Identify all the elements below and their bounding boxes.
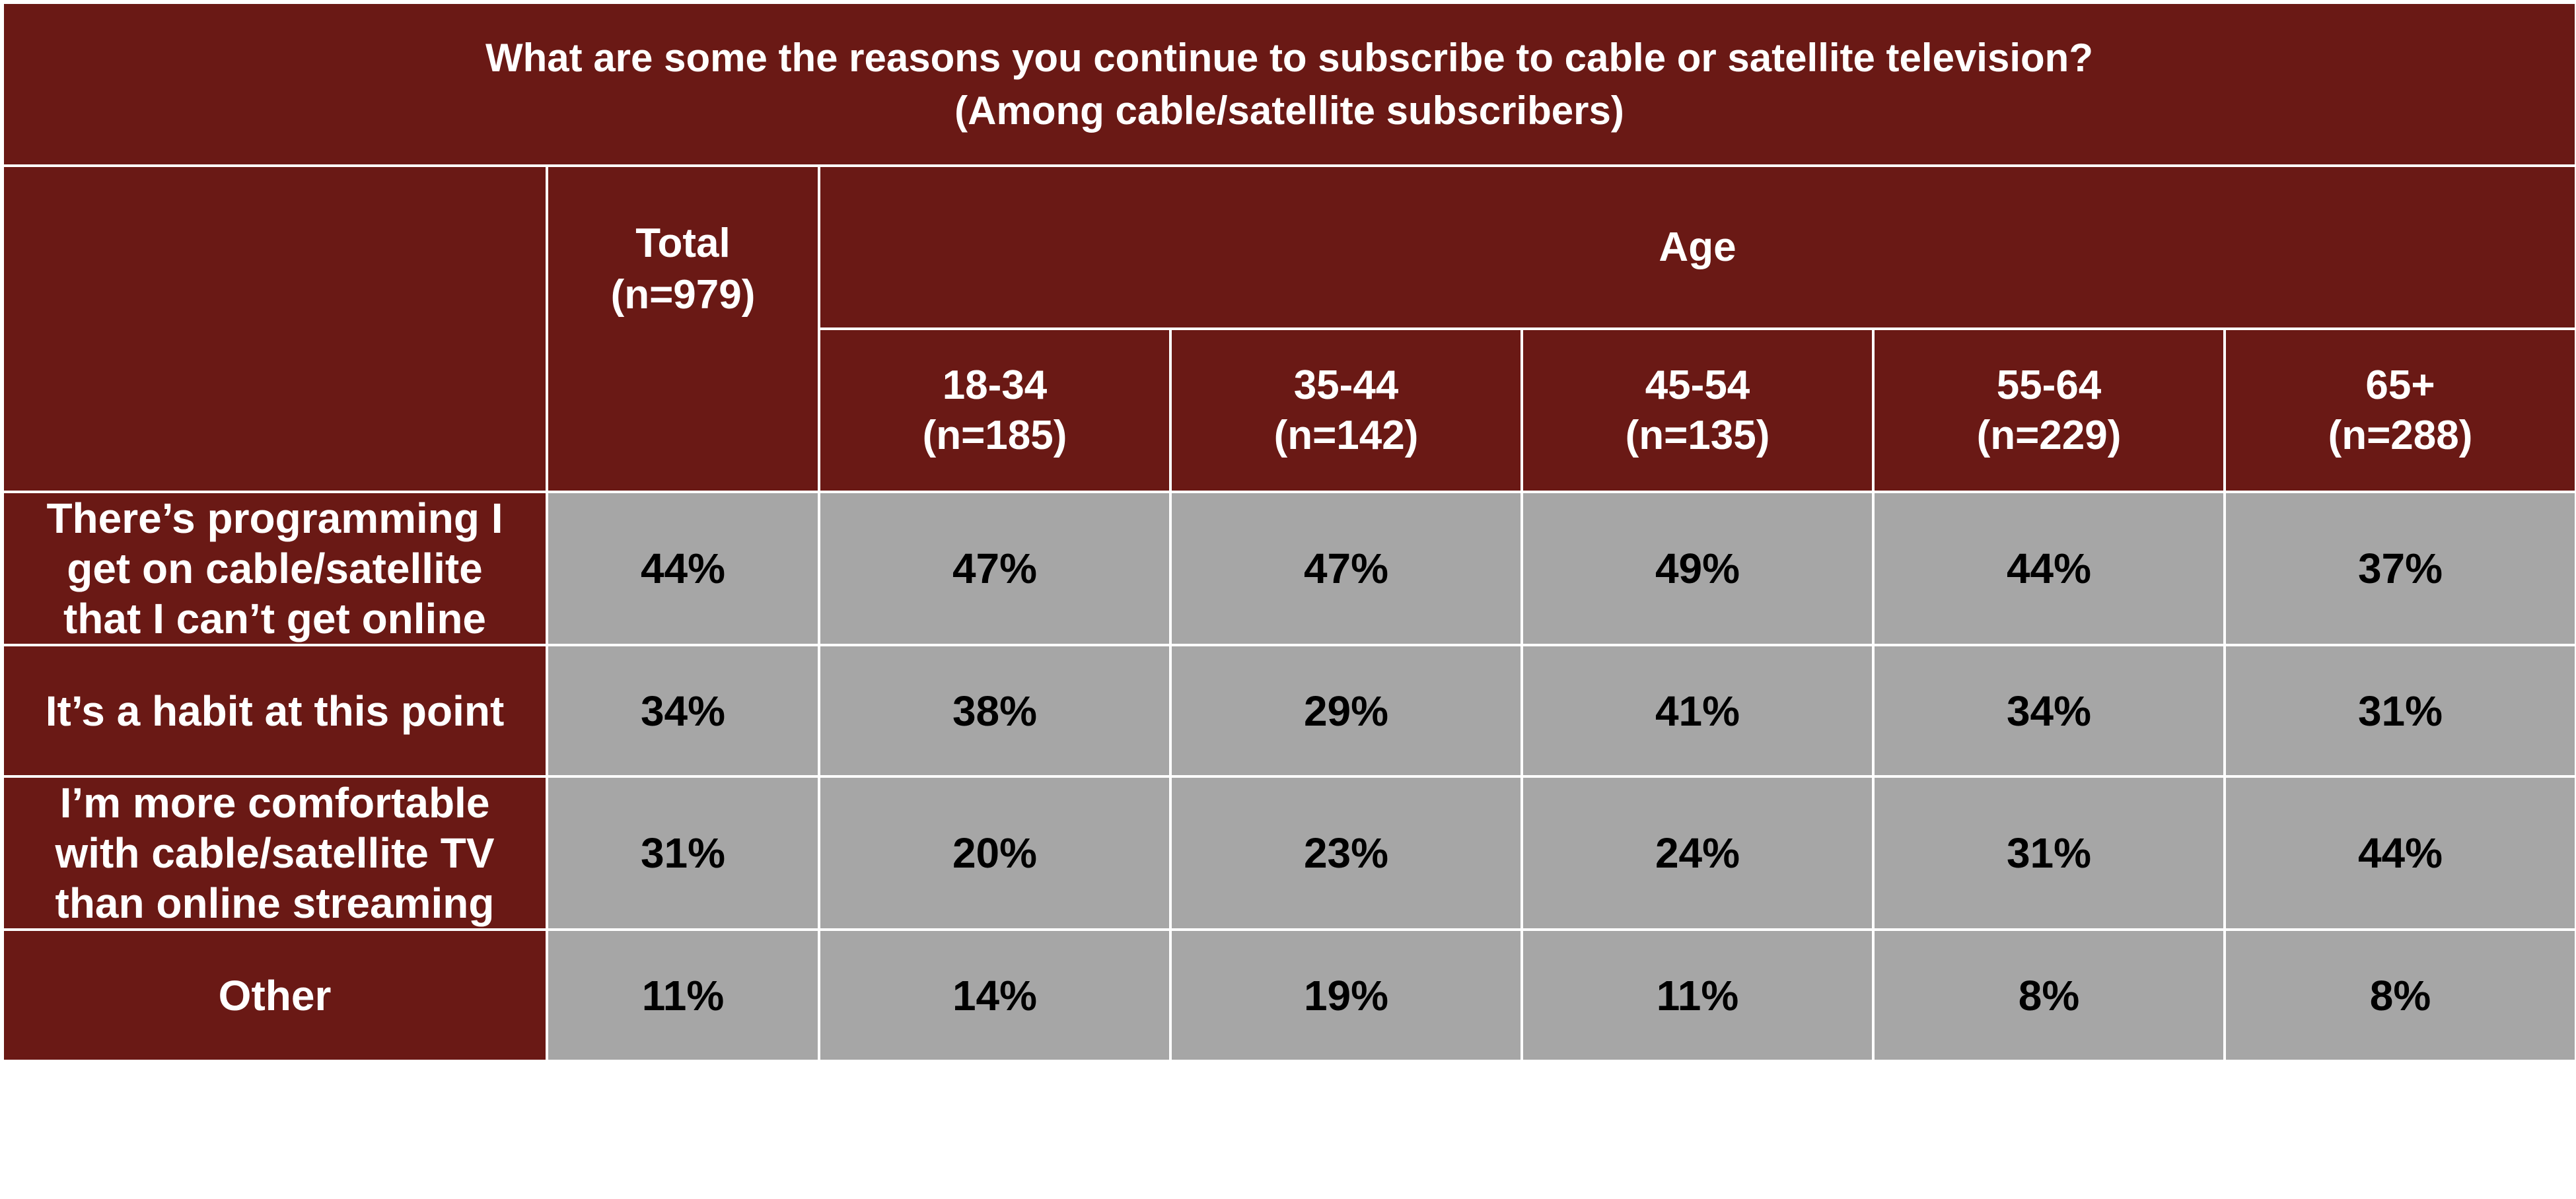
value-cell: 41% bbox=[1521, 644, 1875, 778]
total-header: Total (n=979) bbox=[546, 164, 820, 493]
total-value-cell: 34% bbox=[546, 644, 820, 778]
row-label-other: Other bbox=[1, 928, 548, 1062]
value-cell: 20% bbox=[818, 775, 1172, 931]
column-label: 55-64 bbox=[1996, 362, 2102, 408]
value-cell: 8% bbox=[1872, 928, 2226, 1062]
column-header-65-plus: 65+ (n=288) bbox=[2223, 327, 2576, 493]
row-label-line: that I can’t get online bbox=[63, 595, 487, 642]
column-header-row: 18-34 (n=185) 35-44 (n=142) 45-54 (n=135… bbox=[3, 327, 2576, 493]
column-header-18-34: 18-34 (n=185) bbox=[818, 327, 1172, 493]
value-cell: 19% bbox=[1169, 928, 1523, 1062]
column-label: 35-44 bbox=[1293, 362, 1399, 408]
title-row: What are some the reasons you continue t… bbox=[1, 1, 2576, 167]
column-header-45-54: 45-54 (n=135) bbox=[1521, 327, 1875, 493]
value-cell: 47% bbox=[818, 491, 1172, 646]
value-cell: 38% bbox=[818, 644, 1172, 778]
row-label-line: with cable/satellite TV bbox=[55, 829, 495, 877]
row-label-line: than online streaming bbox=[55, 879, 495, 927]
value-cell: 34% bbox=[1872, 644, 2226, 778]
total-header-label: Total bbox=[635, 221, 731, 266]
group-header-row: Total (n=979) Age bbox=[1, 164, 2576, 493]
age-group-header: Age bbox=[818, 164, 2576, 330]
column-label: 65+ bbox=[2365, 362, 2435, 408]
title-line-1: What are some the reasons you continue t… bbox=[485, 35, 2093, 80]
value-cell: 37% bbox=[2223, 491, 2576, 646]
value-cell: 29% bbox=[1169, 644, 1523, 778]
value-cell: 23% bbox=[1169, 775, 1523, 931]
value-cell: 24% bbox=[1521, 775, 1875, 931]
value-cell: 49% bbox=[1521, 491, 1875, 646]
row-label-line: get on cable/satellite bbox=[67, 545, 483, 592]
row-label-programming: There’s programming I get on cable/satel… bbox=[1, 491, 548, 646]
row-label-line: Other bbox=[218, 971, 332, 1019]
column-n: (n=185) bbox=[922, 412, 1067, 458]
row-label-comfortable: I’m more comfortable with cable/satellit… bbox=[1, 775, 548, 931]
results-table: What are some the reasons you continue t… bbox=[1, 1, 2576, 1062]
table-row: Other 11% 14% 19% 11% 8% 8% bbox=[1, 928, 2576, 1062]
row-label-line: There’s programming I bbox=[46, 495, 503, 542]
column-n: (n=229) bbox=[1976, 412, 2122, 458]
column-label: 45-54 bbox=[1645, 362, 1750, 408]
row-label-line: It’s a habit at this point bbox=[45, 687, 505, 735]
column-header-55-64: 55-64 (n=229) bbox=[1872, 327, 2226, 493]
value-cell: 11% bbox=[1521, 928, 1875, 1062]
row-label-line: I’m more comfortable bbox=[59, 779, 490, 827]
value-cell: 47% bbox=[1169, 491, 1523, 646]
table-row: It’s a habit at this point 34% 38% 29% 4… bbox=[1, 644, 2576, 778]
row-label-habit: It’s a habit at this point bbox=[1, 644, 548, 778]
table-row: I’m more comfortable with cable/satellit… bbox=[1, 775, 2576, 931]
column-n: (n=142) bbox=[1273, 412, 1419, 458]
column-n: (n=288) bbox=[2328, 412, 2473, 458]
value-cell: 31% bbox=[1872, 775, 2226, 931]
value-cell: 8% bbox=[2223, 928, 2576, 1062]
total-value-cell: 11% bbox=[546, 928, 820, 1062]
corner-cell bbox=[1, 164, 548, 493]
value-cell: 31% bbox=[2223, 644, 2576, 778]
column-n: (n=135) bbox=[1625, 412, 1770, 458]
total-value-cell: 31% bbox=[546, 775, 820, 931]
total-value-cell: 44% bbox=[546, 491, 820, 646]
column-header-35-44: 35-44 (n=142) bbox=[1169, 327, 1523, 493]
value-cell: 44% bbox=[2223, 775, 2576, 931]
column-label: 18-34 bbox=[942, 362, 1048, 408]
results-table-container: What are some the reasons you continue t… bbox=[1, 1, 2576, 1062]
value-cell: 14% bbox=[818, 928, 1172, 1062]
value-cell: 44% bbox=[1872, 491, 2226, 646]
table-title: What are some the reasons you continue t… bbox=[1, 1, 2576, 167]
title-line-2: (Among cable/satellite subscribers) bbox=[954, 88, 1624, 133]
total-header-n: (n=979) bbox=[610, 272, 756, 318]
table-row: There’s programming I get on cable/satel… bbox=[1, 491, 2576, 646]
